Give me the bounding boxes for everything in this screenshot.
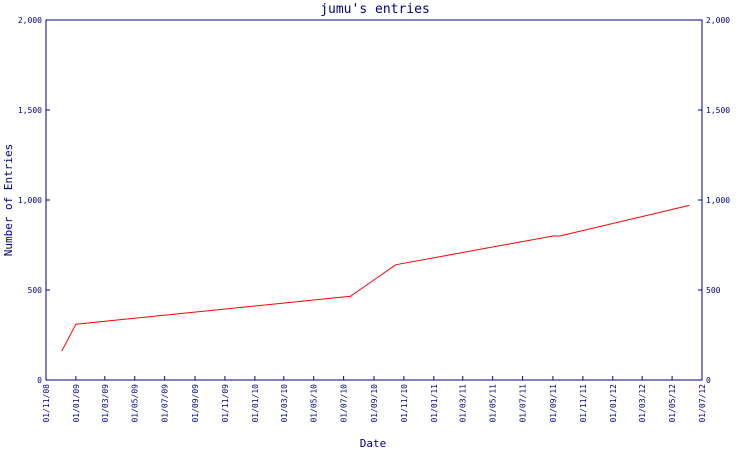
series-line [61,204,690,352]
x-tick-label: 01/05/10 [310,384,319,423]
plot-area [45,19,703,381]
x-tick-label: 01/01/11 [430,384,439,423]
x-tick-label: 01/03/10 [280,384,289,423]
x-tick-label: 01/01/10 [251,384,260,423]
y-tick-label-right: 1,500 [706,106,730,115]
y-tick-label-right: 0 [706,376,711,385]
x-tick-label: 01/11/11 [579,384,588,423]
y-tick-label-left: 1,000 [18,196,42,205]
x-tick-label: 01/03/09 [101,384,110,423]
x-tick-label: 01/07/10 [340,384,349,423]
x-tick-label: 01/07/12 [698,384,707,423]
y-tick-label-right: 500 [706,286,721,295]
x-axis: 01/11/08 01/01/09 01/03/09 01/05/09 01/07/09… [42,376,707,423]
x-tick-label: 01/01/12 [609,384,618,423]
y-tick-label-left: 2,000 [18,16,42,25]
x-tick-label: 01/09/11 [549,384,558,423]
y-axis-right: 0 500 1,000 1,500 2,000 [698,16,730,385]
y-tick-label-left: 500 [28,286,43,295]
x-tick-label: 01/05/12 [668,384,677,423]
x-axis-label: Date [360,437,387,450]
x-tick-label: 01/09/09 [191,384,200,423]
x-tick-label: 01/01/09 [72,384,81,423]
y-axis-label: Number of Entries [2,144,15,257]
y-tick-label-left: 0 [37,376,42,385]
series-layer [61,204,690,352]
x-tick-label: 01/05/11 [489,384,498,423]
y-tick-label-right: 2,000 [706,16,730,25]
x-tick-label: 01/11/09 [221,384,230,423]
x-tick-label: 01/03/11 [459,384,468,423]
y-axis-left: 0 500 1,000 1,500 2,000 [18,16,50,385]
y-tick-label-right: 1,000 [706,196,730,205]
x-tick-label: 01/09/10 [370,384,379,423]
chart-title: jumu's entries [320,2,430,17]
x-tick-label: 01/03/12 [638,384,647,423]
x-tick-label: 01/11/08 [42,384,51,423]
y-tick-label-left: 1,500 [18,106,42,115]
x-tick-label: 01/07/11 [519,384,528,423]
x-tick-label: 01/07/09 [161,384,170,423]
x-tick-label: 01/05/09 [131,384,140,423]
x-tick-label: 01/11/10 [400,384,409,423]
